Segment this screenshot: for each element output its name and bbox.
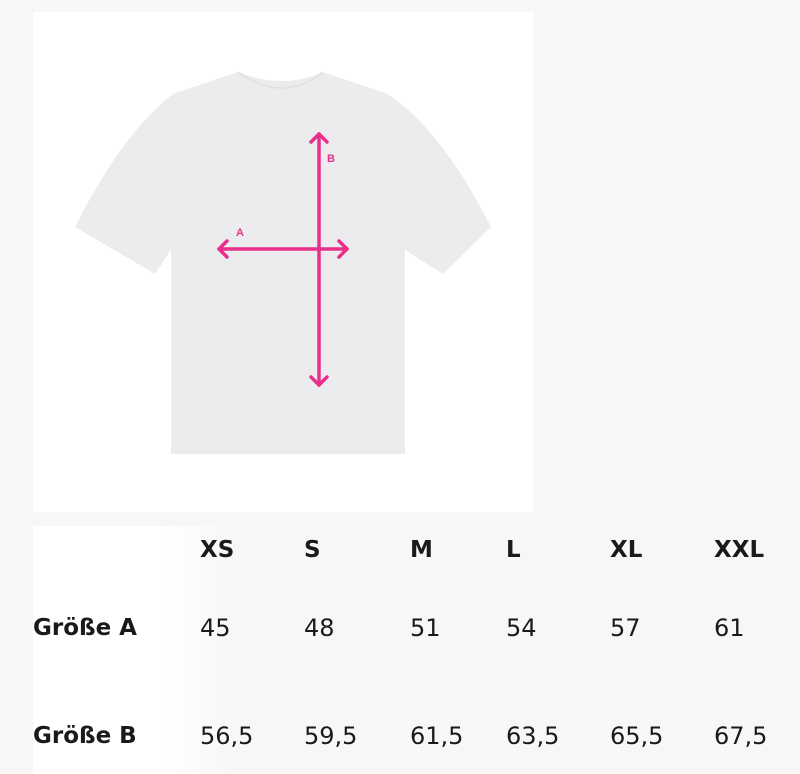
cell-value: 51: [410, 614, 441, 642]
cell-value: 61: [714, 614, 745, 642]
cell-value: 45: [200, 614, 231, 642]
header-xxl: XXL: [714, 537, 765, 563]
header-xl: XL: [610, 537, 643, 563]
row-label: Größe B: [33, 723, 137, 749]
header-xs: XS: [200, 537, 235, 563]
cell-value: 59,5: [304, 722, 358, 750]
cell-value: 65,5: [610, 722, 664, 750]
cell-value: 57: [610, 614, 641, 642]
header-s: S: [304, 537, 321, 563]
tshirt-shape: [75, 72, 491, 454]
label-b: B: [327, 153, 335, 165]
cell-value: 56,5: [200, 722, 254, 750]
tshirt-image: A B: [75, 71, 491, 454]
cell-value: 67,5: [714, 722, 768, 750]
header-l: L: [506, 537, 521, 563]
cell-value: 48: [304, 614, 335, 642]
label-a: A: [236, 227, 244, 239]
header-m: M: [410, 537, 433, 563]
cell-value: 63,5: [506, 722, 560, 750]
row-label: Größe A: [33, 615, 137, 641]
tshirt-size-diagram: A B: [33, 12, 533, 512]
size-table: [33, 526, 800, 774]
cell-value: 54: [506, 614, 537, 642]
cell-value: 61,5: [410, 722, 464, 750]
